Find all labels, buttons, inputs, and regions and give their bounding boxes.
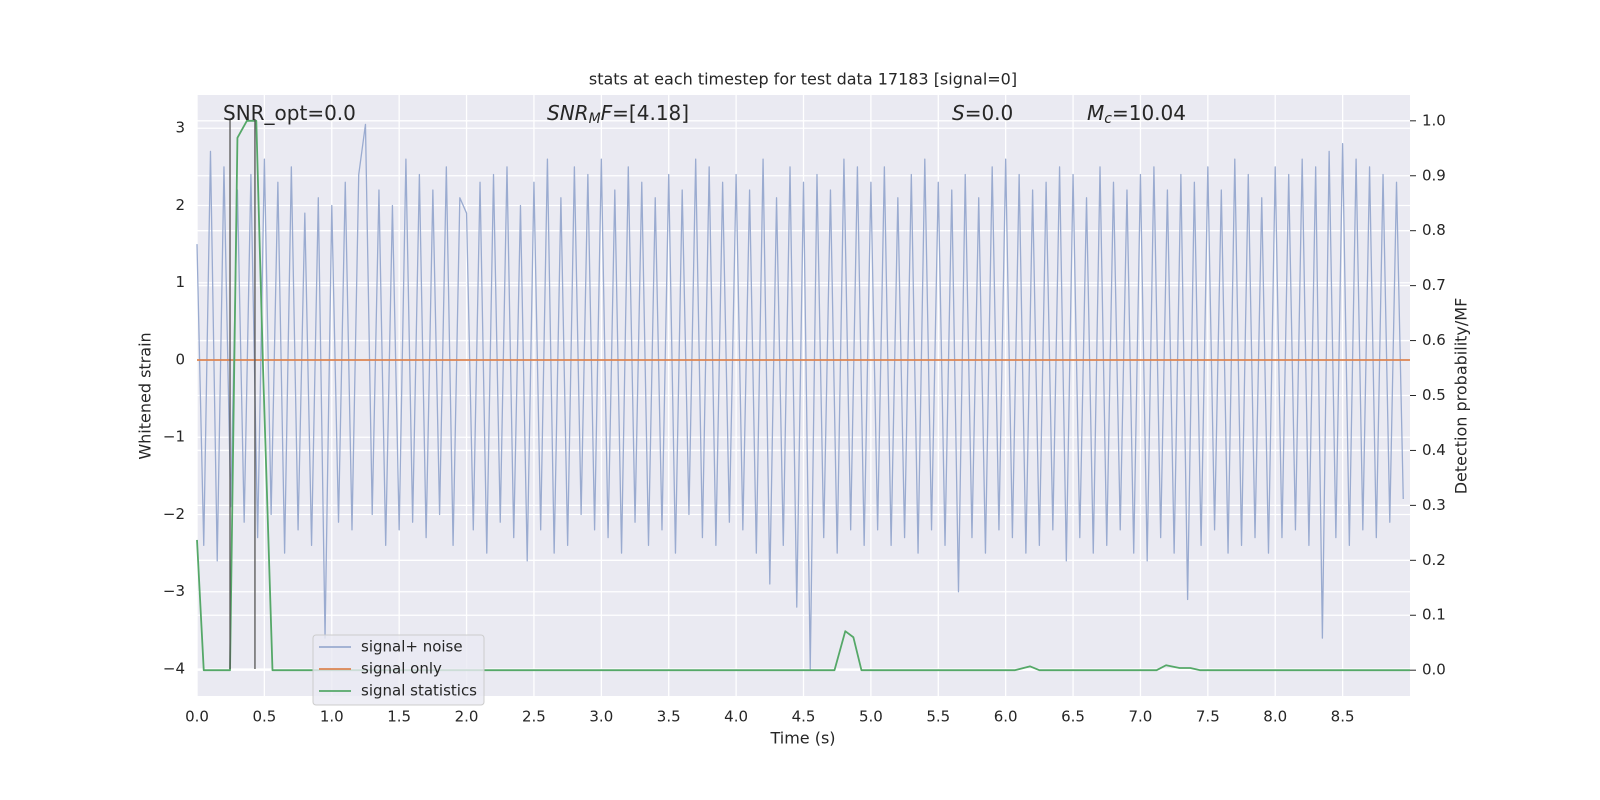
y-tick-label: 2 (175, 196, 185, 214)
x-tick-label: 6.5 (1061, 708, 1085, 726)
legend-box (312, 634, 485, 706)
annotation-part: SNR_opt=0.0 (223, 101, 356, 125)
annotation: S=0.0 (952, 101, 1013, 125)
legend-label: signal only (361, 660, 442, 678)
y2-tick-label: 1.0 (1422, 111, 1446, 129)
annotation-part: SNR (547, 101, 589, 125)
y2-tick-label: 0.2 (1422, 551, 1446, 569)
annotation-part: c (1104, 111, 1112, 127)
legend: signal+ noise signal only signal statistic… (312, 634, 485, 706)
x-tick-label: 6.0 (994, 708, 1018, 726)
y-tick-label: −2 (163, 505, 185, 523)
annotation-part: =[4.18] (612, 101, 689, 125)
y-axis-label: Whitened strain (136, 332, 155, 459)
legend-label: signal statistics (361, 682, 477, 700)
annotation-part: F (601, 101, 613, 125)
x-tick-label: 3.0 (589, 708, 613, 726)
x-tick-label: 0.5 (252, 708, 276, 726)
series-line (196, 123, 1404, 670)
annotation-part: =0.0 (965, 101, 1014, 125)
annotation-part: M (589, 111, 601, 127)
x-tick-label: 2.5 (522, 708, 546, 726)
y-tick-label: −4 (163, 659, 185, 677)
x-tick-label: 5.5 (926, 708, 950, 726)
y2-tick-label: 0.4 (1422, 441, 1446, 459)
y-tick-label: −1 (163, 428, 185, 446)
y-tick-label: 3 (175, 119, 185, 137)
y2-tick-label: 0.1 (1422, 606, 1446, 624)
x-tick-label: 4.5 (792, 708, 816, 726)
annotation-part: =10.04 (1112, 101, 1186, 125)
x-tick-label: 5.0 (859, 708, 883, 726)
x-tick-label: 8.5 (1331, 708, 1355, 726)
y-tick-label: 1 (175, 273, 185, 291)
y2-tick-label: 0.3 (1422, 496, 1446, 514)
annotation-part: M (1087, 101, 1104, 125)
x-tick-label: 7.5 (1196, 708, 1220, 726)
y2-tick-label: 0.8 (1422, 221, 1446, 239)
chart-title: stats at each timestep for test data 171… (589, 70, 1017, 89)
annotation-part: S (952, 101, 965, 125)
x-tick-label: 4.0 (724, 708, 748, 726)
legend-label: signal+ noise (361, 638, 463, 656)
annotation: SNRMF=[4.18] (547, 101, 689, 128)
y2-axis-label: Detection probability/MF (1452, 298, 1471, 495)
x-tick-label: 2.0 (455, 708, 479, 726)
y2-tick-label: 0.9 (1422, 166, 1446, 184)
y-tick-label: −3 (163, 582, 185, 600)
x-tick-label: 8.0 (1263, 708, 1287, 726)
y2-tick-label: 0.0 (1422, 661, 1446, 679)
y-tick-label: 0 (175, 350, 185, 368)
annotation: SNR_opt=0.0 (223, 101, 356, 125)
x-tick-label: 3.5 (657, 708, 681, 726)
x-tick-label: 0.0 (185, 708, 209, 726)
x-axis-label: Time (s) (769, 729, 835, 748)
x-tick-label: 1.0 (320, 708, 344, 726)
x-tick-label: 7.0 (1129, 708, 1153, 726)
y2-tick-label: 0.7 (1422, 276, 1446, 294)
series-line (196, 119, 1410, 672)
annotation: Mc=10.04 (1087, 101, 1186, 128)
y2-tick-label: 0.5 (1422, 386, 1446, 404)
x-tick-label: 1.5 (387, 708, 411, 726)
y2-tick-label: 0.6 (1422, 331, 1446, 349)
